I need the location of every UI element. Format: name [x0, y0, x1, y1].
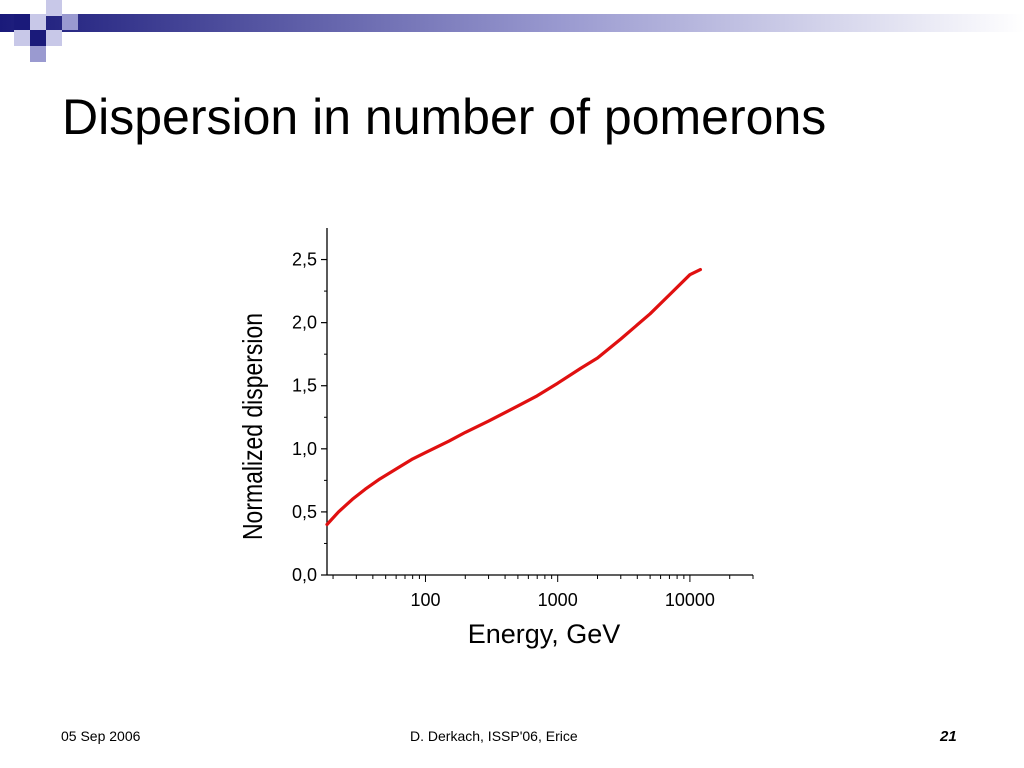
y-tick-label: 1,5 — [292, 376, 317, 396]
y-axis-label: Normalized dispersion — [238, 313, 269, 540]
page-number: 21 — [940, 728, 957, 745]
x-tick-label: 100 — [410, 590, 440, 610]
x-tick-label: 10000 — [665, 590, 715, 610]
footer-date: 05 Sep 2006 — [61, 728, 141, 744]
y-tick-label: 1,0 — [292, 439, 317, 459]
x-axis-label: Energy, GeV — [468, 619, 621, 649]
header-gradient-bar — [0, 14, 1024, 32]
y-tick-label: 2,0 — [292, 313, 317, 333]
y-tick-label: 0,5 — [292, 502, 317, 522]
decorative-squares-logo — [0, 0, 80, 62]
footer-author: D. Derkach, ISSP'06, Erice — [410, 728, 578, 744]
y-tick-label: 0,0 — [292, 565, 317, 585]
series-line-0 — [325, 268, 703, 527]
slide-title: Dispersion in number of pomerons — [62, 89, 827, 145]
x-tick-label: 1000 — [538, 590, 578, 610]
y-tick-label: 2,5 — [292, 250, 317, 270]
